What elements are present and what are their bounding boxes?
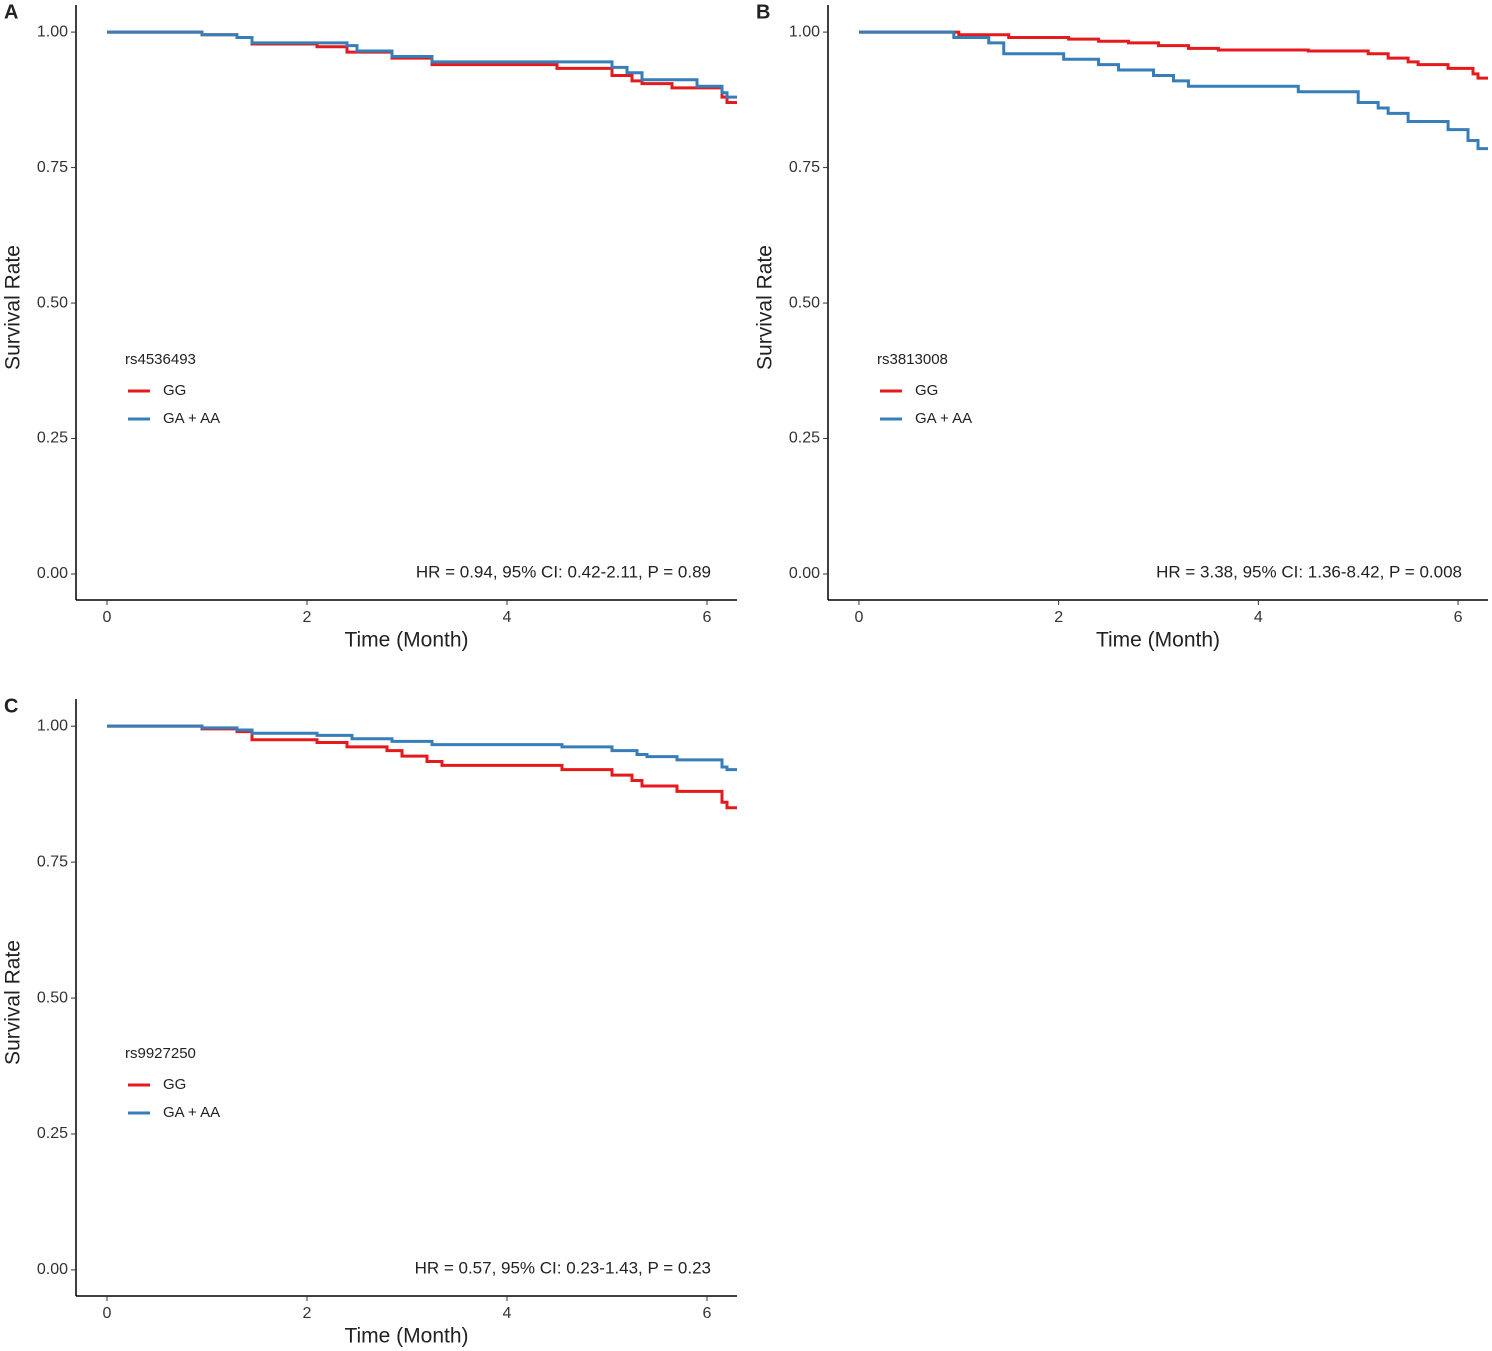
survival-curve xyxy=(107,724,737,810)
annotation: HR = 0.94, 95% CI: 0.42-2.11, P = 0.89 xyxy=(416,562,711,581)
y-axis-title: Survival Rate xyxy=(754,245,777,370)
annotation: HR = 3.38, 95% CI: 1.36-8.42, P = 0.008 xyxy=(1156,562,1462,581)
x-tick-label: 6 xyxy=(1454,609,1463,626)
y-axis-title: Survival Rate xyxy=(2,940,25,1065)
legend-label: GA + AA xyxy=(163,1104,220,1121)
y-tick-label: 1.00 xyxy=(37,717,68,734)
survival-curve xyxy=(107,724,737,772)
x-tick-label: 2 xyxy=(303,1305,312,1322)
y-tick-label: 1.00 xyxy=(789,23,820,40)
panel-label: C xyxy=(4,695,18,717)
legend-title: rs9927250 xyxy=(125,1045,196,1062)
x-tick-label: 0 xyxy=(103,609,112,626)
x-tick-label: 4 xyxy=(503,609,512,626)
y-tick-label: 0.00 xyxy=(37,565,68,582)
panel-label: A xyxy=(4,1,18,23)
y-tick-label: 0.00 xyxy=(37,1261,68,1278)
panel-label: B xyxy=(756,1,770,23)
x-tick-label: 6 xyxy=(703,1305,712,1322)
survival-curve xyxy=(107,30,737,99)
y-tick-label: 0.25 xyxy=(37,430,68,447)
annotation: HR = 0.57, 95% CI: 0.23-1.43, P = 0.23 xyxy=(415,1258,711,1277)
y-axis-title: Survival Rate xyxy=(2,245,25,370)
x-tick-label: 6 xyxy=(703,609,712,626)
x-tick-label: 2 xyxy=(303,609,312,626)
survival-curve xyxy=(107,30,737,105)
legend-label: GG xyxy=(163,382,186,399)
y-tick-label: 0.25 xyxy=(37,1125,68,1142)
legend-label: GA + AA xyxy=(163,410,220,427)
survival-curve xyxy=(858,30,1488,151)
legend-label: GG xyxy=(163,1076,186,1093)
legend-title: rs3813008 xyxy=(877,351,948,368)
x-tick-label: 4 xyxy=(1254,609,1263,626)
y-tick-label: 0.50 xyxy=(789,294,820,311)
x-tick-label: 0 xyxy=(855,609,864,626)
x-axis-title: Time (Month) xyxy=(1096,629,1220,652)
survival-curve xyxy=(858,30,1488,80)
x-tick-label: 2 xyxy=(1054,609,1063,626)
legend-title: rs4536493 xyxy=(125,351,196,368)
x-tick-label: 4 xyxy=(503,1305,512,1322)
y-tick-label: 0.25 xyxy=(789,430,820,447)
legend-label: GA + AA xyxy=(915,410,972,427)
y-tick-label: 0.75 xyxy=(37,159,68,176)
legend-label: GG xyxy=(915,382,938,399)
y-tick-label: 0.00 xyxy=(789,565,820,582)
y-tick-label: 0.75 xyxy=(37,853,68,870)
x-axis-title: Time (Month) xyxy=(344,629,468,652)
y-tick-label: 0.75 xyxy=(789,159,820,176)
y-tick-label: 1.00 xyxy=(37,23,68,40)
y-tick-label: 0.50 xyxy=(37,294,68,311)
x-axis-title: Time (Month) xyxy=(344,1325,468,1348)
x-tick-label: 0 xyxy=(103,1305,112,1322)
y-tick-label: 0.50 xyxy=(37,989,68,1006)
